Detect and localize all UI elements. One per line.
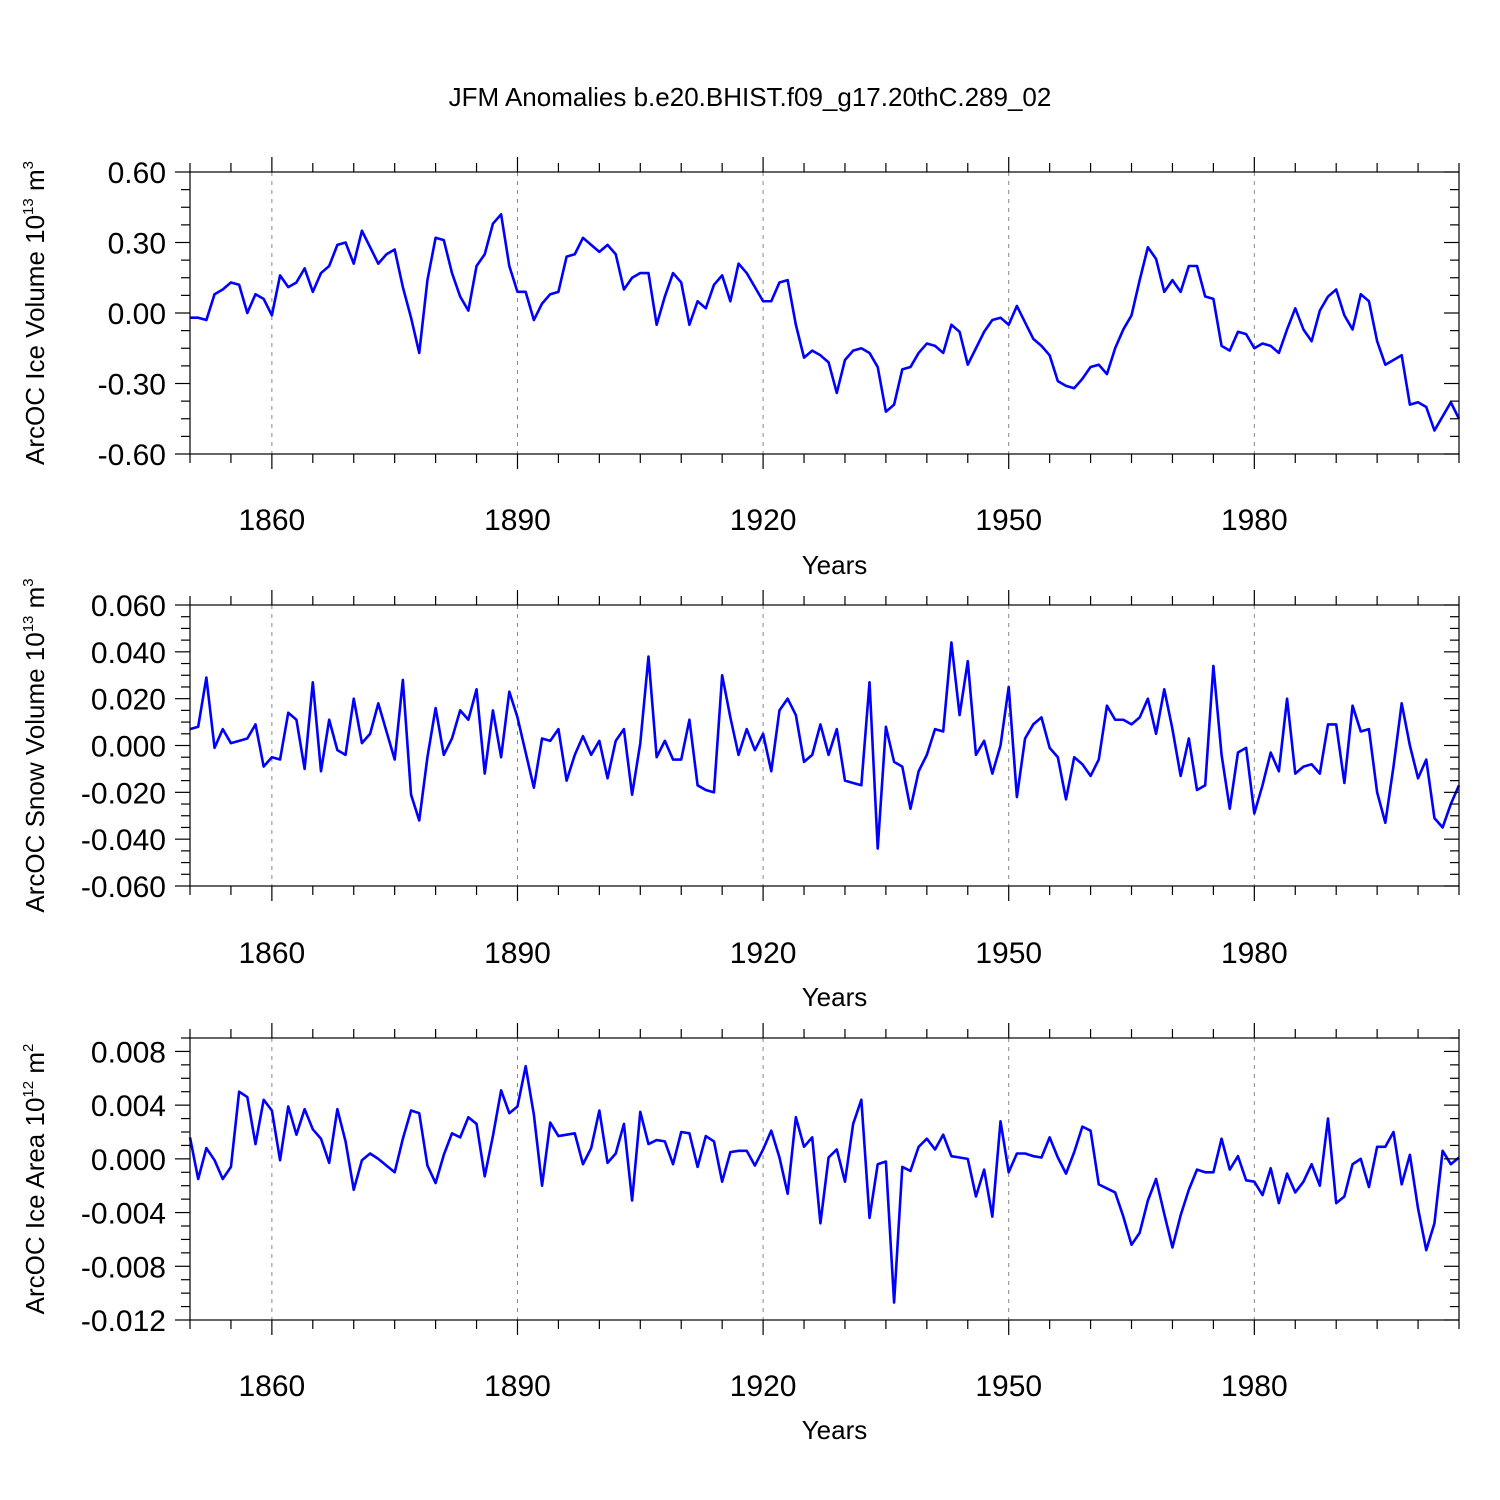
y-axis-title-prefix: ArcOC Ice Area 10 bbox=[20, 1098, 50, 1315]
x-tick-label: 1950 bbox=[975, 1370, 1042, 1403]
x-axis-title: Years bbox=[802, 982, 868, 1012]
plot-frame bbox=[189, 604, 1460, 887]
y-tick-label: -0.060 bbox=[81, 871, 166, 904]
y-axis-title-prefix: ArcOC Snow Volume 10 bbox=[20, 632, 50, 912]
x-tick-label: 1980 bbox=[1221, 1370, 1288, 1403]
plots: 1860 1890 1920 1950 1980 -0.60 -0.30 0.00 0.30 0.… bbox=[20, 157, 1461, 1445]
x-axis-title: Years bbox=[802, 550, 868, 580]
x-tick-label: 1950 bbox=[975, 937, 1042, 970]
y-axis-title-unit-exponent: 3 bbox=[20, 578, 37, 586]
y-tick-label: 0.30 bbox=[108, 228, 166, 261]
series-line-ice_area bbox=[188, 1064, 1460, 1304]
series-line-snow_volume bbox=[189, 641, 1461, 850]
y-tick-label: 0.040 bbox=[91, 637, 166, 670]
y-tick-label: -0.008 bbox=[81, 1251, 166, 1284]
y-axis-title-exponent: 12 bbox=[20, 1081, 37, 1098]
y-tick-label: -0.004 bbox=[81, 1198, 166, 1231]
y-axis-title-exponent: 13 bbox=[20, 616, 37, 633]
x-tick-label: 1920 bbox=[730, 1370, 797, 1403]
series-line-ice_volume bbox=[190, 213, 1461, 432]
y-tick-label: 0.000 bbox=[91, 731, 166, 764]
y-tick-label: -0.012 bbox=[81, 1305, 166, 1338]
y-axis-title-unit: m bbox=[20, 587, 50, 616]
y-axis-title-unit: m bbox=[20, 1052, 50, 1081]
y-axis-title-prefix: ArcOC Ice Volume 10 bbox=[20, 215, 50, 465]
panel-2: 1860 1890 1920 1950 1980 -0.060 -0.040 -0.020 0.… bbox=[20, 578, 1461, 1012]
plot-frame bbox=[189, 171, 1460, 455]
y-tick-label: 0.00 bbox=[108, 298, 166, 331]
y-tick-label: -0.020 bbox=[81, 777, 166, 810]
x-tick-label: 1890 bbox=[484, 504, 551, 537]
x-tick-label: 1860 bbox=[238, 504, 305, 537]
panel-3: 1860 1890 1920 1950 1980 -0.012 -0.008 -0.004 0.… bbox=[20, 1023, 1460, 1445]
x-tick-label: 1920 bbox=[730, 937, 797, 970]
y-axis-title-exponent: 13 bbox=[20, 198, 37, 215]
x-tick-label: 1890 bbox=[484, 1370, 551, 1403]
panel-1: 1860 1890 1920 1950 1980 -0.60 -0.30 0.00 0.30 0.… bbox=[20, 157, 1461, 580]
plot-frame bbox=[189, 1037, 1460, 1321]
x-tick-label: 1980 bbox=[1221, 504, 1288, 537]
y-axis-title: ArcOC Ice Volume 1013 m3 bbox=[20, 161, 50, 465]
x-tick-label: 1860 bbox=[238, 1370, 305, 1403]
y-axis-title-unit-exponent: 3 bbox=[20, 161, 37, 169]
y-axis-title: ArcOC Ice Area 1012 m2 bbox=[20, 1044, 50, 1315]
y-tick-label: 0.000 bbox=[91, 1144, 166, 1177]
x-tick-label: 1860 bbox=[238, 937, 305, 970]
y-tick-label: 0.060 bbox=[91, 590, 166, 623]
x-axis-title: Years bbox=[802, 1415, 868, 1445]
y-tick-label: -0.040 bbox=[81, 824, 166, 857]
y-tick-label: -0.60 bbox=[98, 439, 166, 472]
y-tick-label: 0.60 bbox=[108, 157, 166, 190]
x-tick-label: 1920 bbox=[730, 504, 797, 537]
y-axis-title-unit: m bbox=[20, 169, 50, 198]
x-tick-label: 1980 bbox=[1221, 937, 1288, 970]
y-tick-label: 0.020 bbox=[91, 684, 166, 717]
y-tick-label: 0.004 bbox=[91, 1090, 166, 1123]
x-tick-label: 1890 bbox=[484, 937, 551, 970]
y-axis-title-unit-exponent: 2 bbox=[20, 1044, 37, 1052]
y-tick-label: 0.008 bbox=[91, 1036, 166, 1069]
x-tick-label: 1950 bbox=[975, 504, 1042, 537]
figure-title: JFM Anomalies b.e20.BHIST.f09_g17.20thC.… bbox=[449, 82, 1052, 112]
y-tick-label: -0.30 bbox=[98, 369, 166, 402]
y-axis-title: ArcOC Snow Volume 1013 m3 bbox=[20, 578, 50, 912]
